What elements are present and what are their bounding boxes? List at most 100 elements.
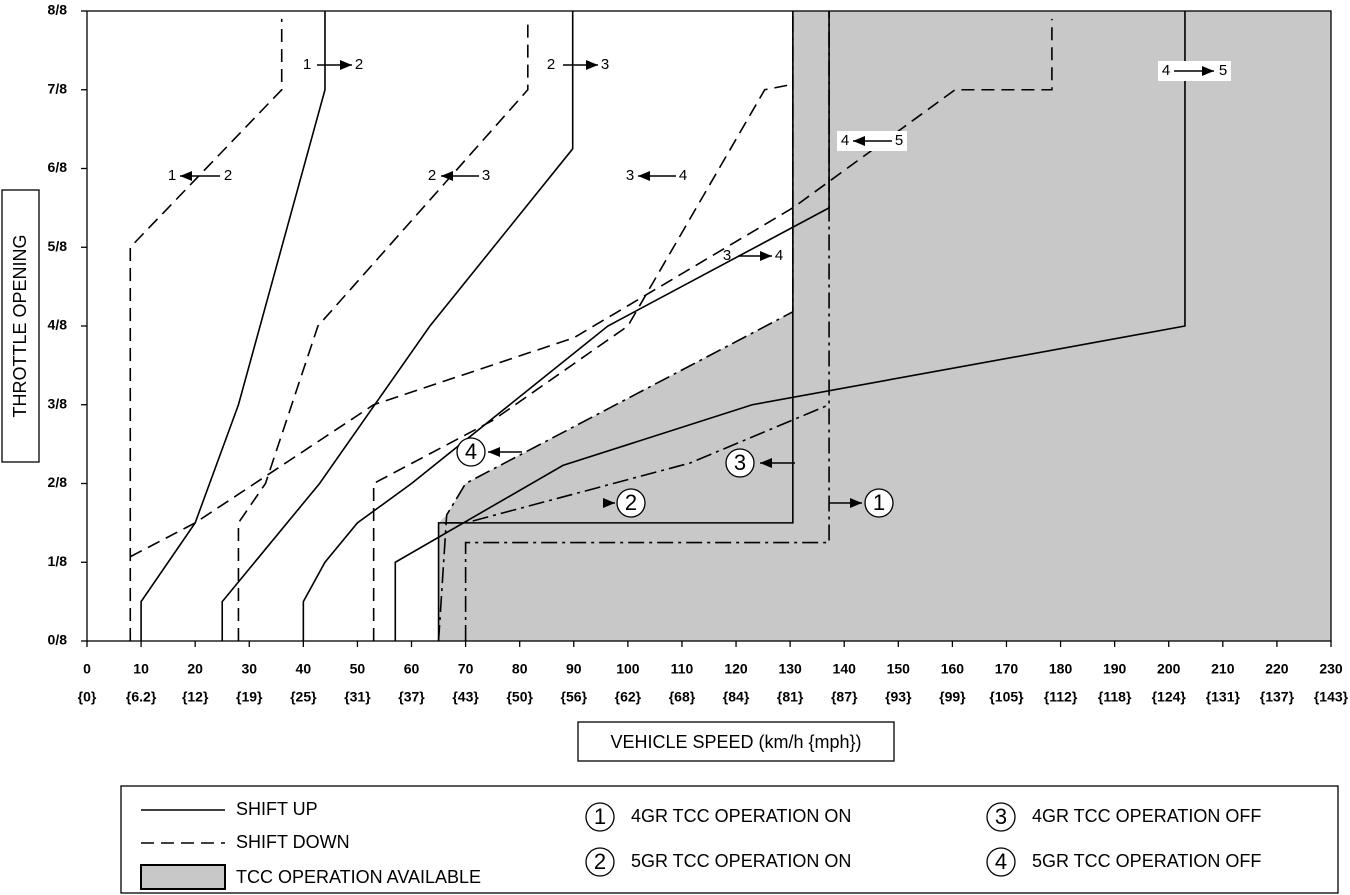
y-tick-label: 2/8 (48, 474, 68, 490)
x-tick-label: 60 (404, 661, 420, 677)
tcc-area (438, 11, 1332, 641)
y-axis-label: THROTTLE OPENING (10, 234, 30, 417)
y-label-box (1, 189, 40, 463)
shift-label-from: 3 (723, 247, 731, 264)
x-tick-label: 10 (133, 661, 149, 677)
shift-label-to: 3 (482, 167, 490, 184)
shift-label-to: 3 (601, 56, 609, 73)
legend-label: 4GR TCC OPERATION OFF (1032, 806, 1261, 826)
shift-label-from: 4 (841, 132, 849, 149)
x-tick-label: 110 (671, 661, 694, 677)
y-tick-label: 8/8 (48, 2, 68, 18)
x-tick-secondary-label: {137} (1260, 689, 1295, 705)
legend-marker-circle (585, 802, 615, 832)
y-tick-label: 5/8 (48, 238, 68, 254)
x-tick-label: 180 (1049, 661, 1073, 677)
legend-marker-number: 4 (995, 849, 1007, 874)
x-axis-label: VEHICLE SPEED (km/h {mph}) (610, 732, 861, 752)
x-tick-secondary-label: {131} (1206, 689, 1241, 705)
x-tick-label: 130 (778, 661, 802, 677)
legend-label: SHIFT UP (236, 799, 318, 819)
shift-line (394, 11, 1186, 641)
shift-arrow-head (760, 251, 772, 261)
x-tick-secondary-label: {93} (885, 689, 912, 705)
shift-label-to: 4 (775, 247, 783, 264)
marker-circle (725, 448, 755, 478)
marker-arrow-head (850, 498, 862, 508)
marker-arrow-head (488, 447, 500, 457)
legend-label: TCC OPERATION AVAILABLE (236, 867, 481, 887)
x-tick-secondary-label: {112} (1044, 689, 1078, 705)
x-tick-label: 160 (941, 661, 965, 677)
x-label-box (577, 721, 895, 762)
marker-circle (456, 437, 486, 467)
x-tick-secondary-label: {84} (723, 689, 750, 705)
x-tick-secondary-label: {19} (236, 689, 263, 705)
x-tick-label: 190 (1103, 661, 1127, 677)
x-tick-label: 220 (1265, 661, 1289, 677)
x-tick-secondary-label: {0} (78, 689, 97, 705)
x-tick-label: 40 (296, 661, 312, 677)
shift-label-from: 1 (168, 167, 176, 184)
x-tick-label: 150 (887, 661, 911, 677)
shift-arrow-head (638, 171, 650, 181)
x-tick-label: 120 (724, 661, 748, 677)
x-tick-secondary-label: {81} (777, 689, 804, 705)
x-tick-secondary-label: {12} (182, 689, 209, 705)
x-tick-secondary-label: {143} (1314, 689, 1349, 705)
shift-label-from: 2 (428, 167, 436, 184)
y-tick-label: 4/8 (48, 317, 68, 333)
marker-number: 3 (734, 450, 746, 475)
x-tick-secondary-label: {118} (1098, 689, 1132, 705)
shift-line (437, 11, 794, 642)
x-tick-label: 30 (241, 661, 257, 677)
legend-marker-circle (986, 847, 1016, 877)
x-tick-label: 170 (995, 661, 1019, 677)
legend-swatch (140, 864, 226, 890)
x-tick-secondary-label: {105} (989, 689, 1024, 705)
x-tick-secondary-label: {37} (398, 689, 425, 705)
x-tick-secondary-label: {99} (939, 689, 966, 705)
shift-label-from: 1 (303, 56, 311, 73)
x-tick-label: 80 (512, 661, 528, 677)
y-tick-label: 1/8 (48, 553, 68, 569)
shift-arrow-head (180, 171, 192, 181)
x-tick-label: 90 (566, 661, 582, 677)
shift-label-from: 3 (626, 167, 634, 184)
shift-line (129, 18, 283, 641)
y-tick-label: 0/8 (48, 632, 68, 648)
x-tick-secondary-label: {6.2} (126, 689, 157, 705)
marker-arrow-head (760, 458, 772, 468)
marker-arrow-head (603, 498, 615, 508)
x-tick-label: 100 (616, 661, 640, 677)
shift-arrow-head (586, 60, 598, 70)
legend-marker-circle (585, 847, 615, 877)
x-tick-secondary-label: {68} (669, 689, 696, 705)
marker-number: 4 (465, 439, 477, 464)
shift-arrow-head (441, 171, 453, 181)
legend-marker-number: 3 (995, 804, 1007, 829)
x-tick-secondary-label: {56} (561, 689, 588, 705)
x-tick-secondary-label: {43} (452, 689, 479, 705)
x-tick-label: 200 (1157, 661, 1181, 677)
legend-marker-circle (986, 802, 1016, 832)
y-tick-label: 7/8 (48, 80, 68, 96)
shift-line (372, 83, 793, 641)
x-tick-label: 140 (833, 661, 857, 677)
marker-circle (616, 488, 646, 518)
x-tick-secondary-label: {124} (1152, 689, 1187, 705)
marker-circle (864, 488, 894, 518)
legend-marker-number: 2 (594, 849, 606, 874)
shift-line (140, 11, 326, 641)
x-tick-label: 0 (83, 661, 91, 677)
x-tick-label: 70 (458, 661, 474, 677)
x-tick-secondary-label: {87} (831, 689, 858, 705)
shift-label-to: 4 (679, 167, 687, 184)
legend-box (120, 785, 1339, 894)
legend-marker-number: 1 (594, 804, 606, 829)
shift-arrow-head (853, 136, 865, 146)
shift-label-to: 2 (224, 167, 232, 184)
legend-label: SHIFT DOWN (236, 832, 350, 852)
x-tick-secondary-label: {31} (344, 689, 371, 705)
